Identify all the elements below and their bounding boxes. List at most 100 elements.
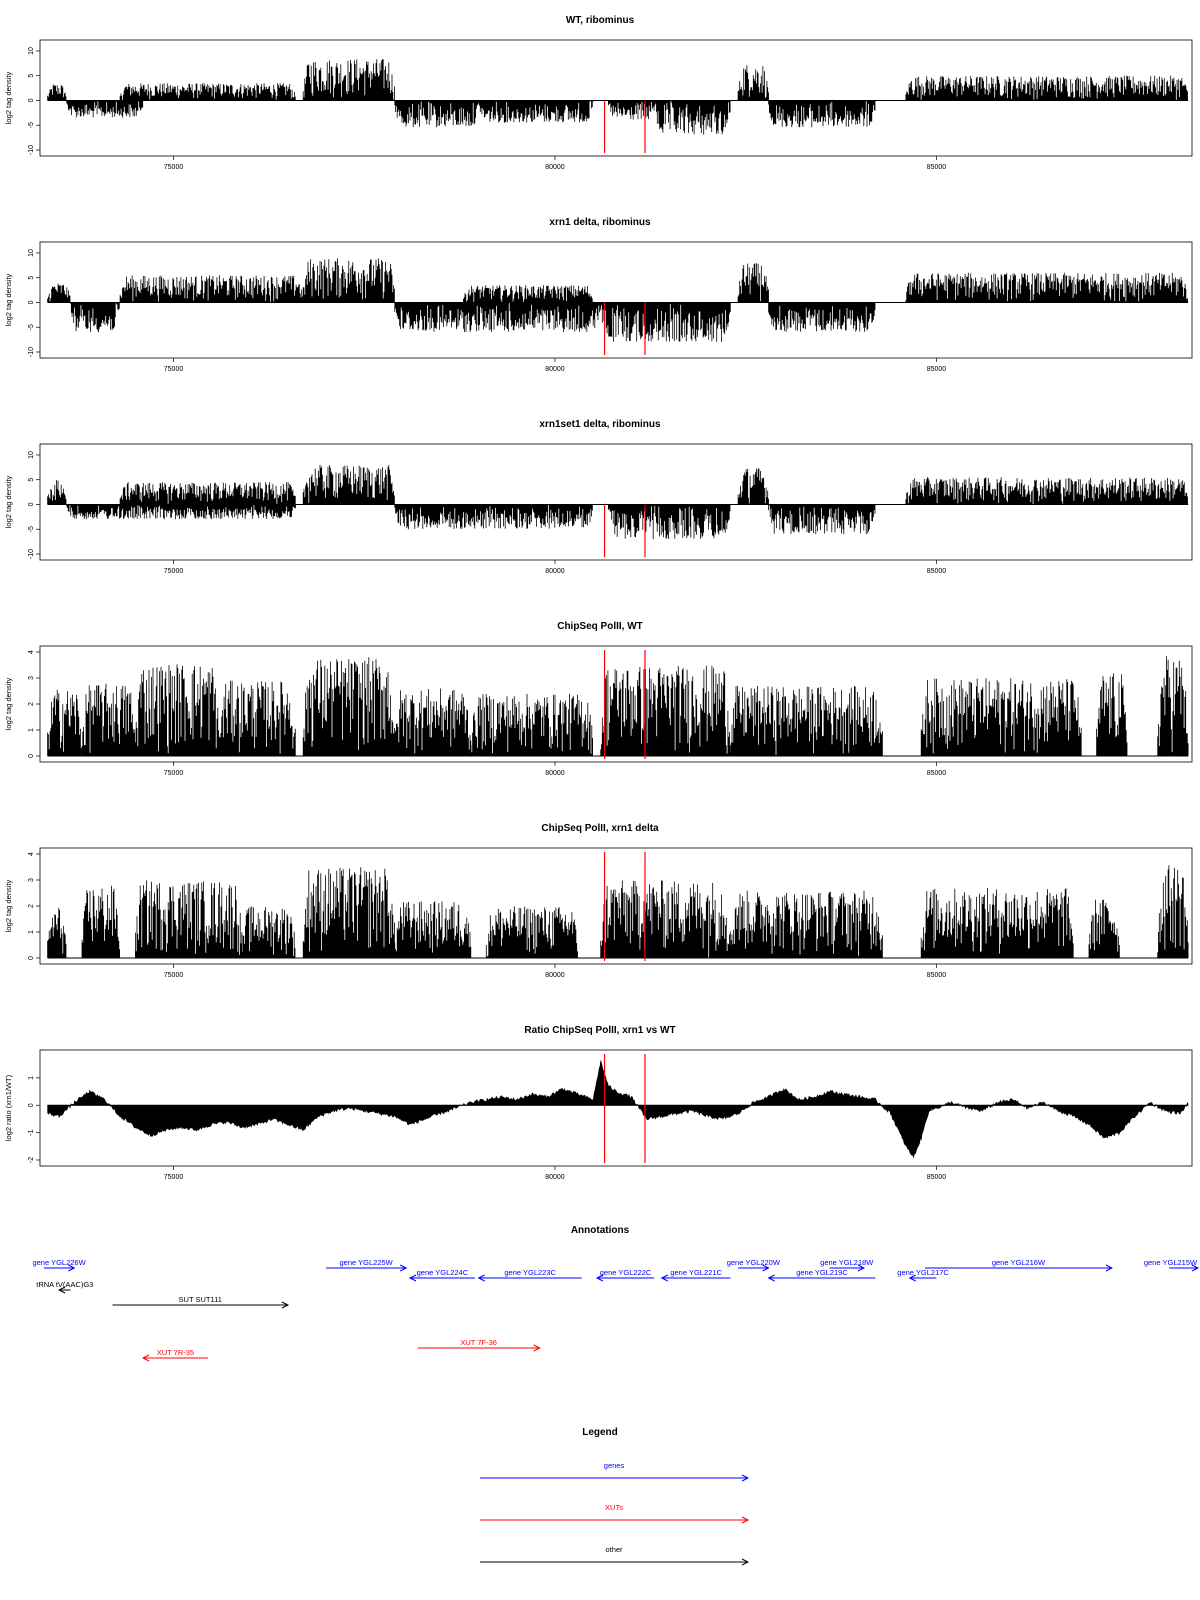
signal-bars (394, 901, 472, 958)
signal-segment (47, 84, 67, 101)
x-tick-label: 75000 (164, 972, 184, 979)
y-tick-label: 10 (28, 47, 35, 55)
chart-panel-4: ChipSeq PolII, WT log2 tag density 0 1 2 3 4 75… (4, 621, 1193, 777)
signal-bars (66, 504, 296, 520)
arrow-head (141, 1354, 150, 1362)
feature-label: gene YGL222C (600, 1268, 652, 1277)
signal-segment (119, 482, 296, 505)
signal-bars (737, 263, 769, 303)
signal-bars (302, 867, 395, 958)
annotation-feature: gene YGL216W (924, 1258, 1114, 1272)
signal-bars (1088, 899, 1120, 958)
signal-bars (302, 59, 395, 101)
signal-segment (47, 283, 71, 303)
y-tick-label: -5 (28, 526, 35, 532)
signal-bars (920, 888, 1074, 958)
plot-frame (39, 241, 1193, 359)
y-tick-label: 2 (28, 904, 35, 908)
signal-bars (737, 65, 769, 101)
signal-segment (302, 258, 395, 303)
x-tick-label: 85000 (927, 366, 947, 373)
panel-title: xrn1 delta, ribominus (549, 217, 651, 228)
x-tick-label: 85000 (927, 1174, 947, 1181)
chart-panel-1: WT, ribominus log2 tag density -10 -5 0 5 10 75… (4, 15, 1193, 171)
x-tick-label: 75000 (164, 164, 184, 171)
arrow-head (477, 1274, 485, 1282)
signal-bars (81, 683, 136, 756)
x-tick-label: 80000 (545, 770, 565, 777)
signal-segment (768, 504, 876, 535)
signal-bars (302, 258, 395, 303)
signal-bars (47, 283, 71, 303)
panel-title: Ratio ChipSeq PolII, xrn1 vs WT (524, 1025, 675, 1036)
signal-bars (394, 504, 593, 530)
signal-bars (920, 678, 1082, 756)
feature-label: XUT 7F-36 (460, 1338, 497, 1347)
signal-segment (394, 302, 601, 333)
signal-bars (737, 468, 769, 505)
signal-bars (81, 885, 120, 958)
x-tick-label: 85000 (927, 164, 947, 171)
signal-segment (920, 678, 1082, 756)
annotation-feature: gene YGL215W (1144, 1258, 1200, 1272)
feature-label: gene YGL223C (504, 1268, 556, 1277)
x-tick-label: 75000 (164, 1174, 184, 1181)
signal-bars (394, 302, 601, 333)
feature-label: gene YGL219C (796, 1268, 848, 1277)
feature-label: gene YGL215W (1144, 1258, 1198, 1267)
feature-label: SUT SUT111 (179, 1295, 222, 1304)
signal-bars (768, 302, 876, 332)
signal-segment (1157, 656, 1189, 756)
feature-label: gene YGL216W (992, 1258, 1046, 1267)
signal-segment (302, 59, 395, 101)
signal-segment (485, 906, 578, 958)
legend-item-gene: genes (480, 1461, 750, 1482)
feature-label: XUT 7R-35 (157, 1348, 194, 1357)
signal-bars (135, 880, 243, 958)
annotation-feature: gene YGL221C (660, 1268, 731, 1282)
y-tick-label: 0 (28, 754, 35, 758)
signal-bars (47, 480, 67, 505)
feature-label: gene YGL224C (417, 1268, 469, 1277)
plot-frame (39, 443, 1193, 561)
signal-bars (119, 482, 296, 505)
signal-segment (920, 888, 1074, 958)
signal-segment (768, 302, 876, 332)
signal-segment (135, 880, 243, 958)
arrow-head (908, 1274, 916, 1282)
annotation-feature: gene YGL223C (477, 1268, 582, 1282)
signal-segment (768, 100, 876, 128)
y-tick-label: 1 (28, 930, 35, 934)
annotation-feature: XUT 7F-36 (417, 1338, 541, 1352)
y-tick-label: 5 (28, 478, 35, 482)
chart-panel-2: xrn1 delta, ribominus log2 tag density -10… (4, 217, 1193, 373)
signal-bars (768, 504, 876, 535)
plot-frame (39, 1049, 1193, 1167)
signal-bars (1096, 673, 1128, 756)
signal-segment (81, 683, 136, 756)
legend-item-xut: XUTs (480, 1503, 750, 1524)
arrow-head (595, 1274, 604, 1282)
signal-segment (905, 477, 1188, 505)
annotation-feature: gene YGL222C (595, 1268, 655, 1282)
signal-bars (600, 665, 731, 756)
annotation-feature: gene YGL220W (727, 1258, 781, 1272)
y-tick-label: -5 (28, 122, 35, 128)
signal-bars (600, 880, 731, 958)
panel-title: WT, ribominus (566, 15, 635, 26)
signal-segment (47, 480, 67, 505)
panel-title: ChipSeq PolII, WT (557, 621, 643, 632)
annotation-feature: XUT 7R-35 (141, 1348, 208, 1362)
legend-title: Legend (582, 1427, 618, 1438)
annotation-feature: gene YGL217C (897, 1268, 949, 1282)
signal-bars (47, 907, 67, 958)
y-tick-label: 3 (28, 878, 35, 882)
signal-segment (70, 302, 120, 333)
chart-panel-5: ChipSeq PolII, xrn1 delta log2 tag densit… (4, 823, 1193, 979)
signal-bars (1157, 656, 1189, 756)
y-axis-label: log2 tag density (4, 475, 13, 528)
annotation-feature: gene YGL226W (32, 1258, 87, 1272)
legend-label: genes (604, 1461, 625, 1470)
arrow-head (660, 1274, 668, 1282)
